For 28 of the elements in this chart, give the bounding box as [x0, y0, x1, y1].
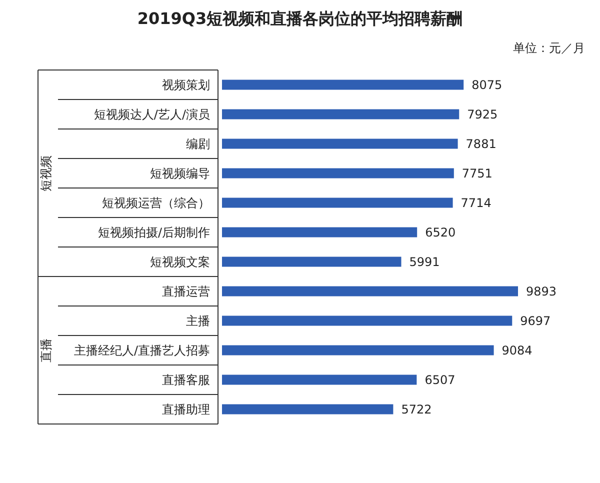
text: 单位：元／月 [513, 41, 585, 55]
chart-title: 2019Q3短视频和直播各岗位的平均招聘薪酬 [137, 9, 463, 28]
y-tick-label: 视频策划 [162, 78, 210, 92]
data-label: 7714 [460, 196, 492, 210]
y-tick-label: 主播经纪人/直播艺人招募 [74, 343, 210, 358]
data-label: 9084 [502, 343, 532, 358]
data-label: 9893 [526, 284, 557, 298]
y-tick-label: 短视频编导 [150, 166, 210, 180]
data-label: 8075 [472, 78, 502, 92]
y-tick-label: 直播运营 [162, 284, 210, 298]
data-label: 7751 [462, 166, 492, 180]
data-label: 6507 [424, 372, 456, 387]
y-tick-label: 短视频运营（综合） [102, 196, 210, 210]
data-label: 5991 [409, 254, 440, 269]
y-tick-label: 直播客服 [162, 372, 210, 387]
y-tick-label: 编剧 [186, 136, 210, 151]
y-tick-label: 短视频拍摄/后期制作 [98, 225, 210, 240]
data-label: 5722 [401, 402, 432, 416]
data-label: 7881 [466, 136, 496, 151]
y-tick-label: 短视频达人/艺人/演员 [94, 107, 210, 122]
data-label: 7925 [467, 107, 498, 122]
y-tick-label: 直播助理 [162, 402, 210, 416]
data-label: 9697 [520, 314, 551, 328]
y-tick-label: 主播 [186, 314, 210, 328]
y-tick-label: 短视频文案 [150, 254, 210, 269]
text: 短视频 [39, 155, 53, 192]
data-label: 6520 [425, 225, 456, 240]
text: 直播 [39, 338, 53, 362]
